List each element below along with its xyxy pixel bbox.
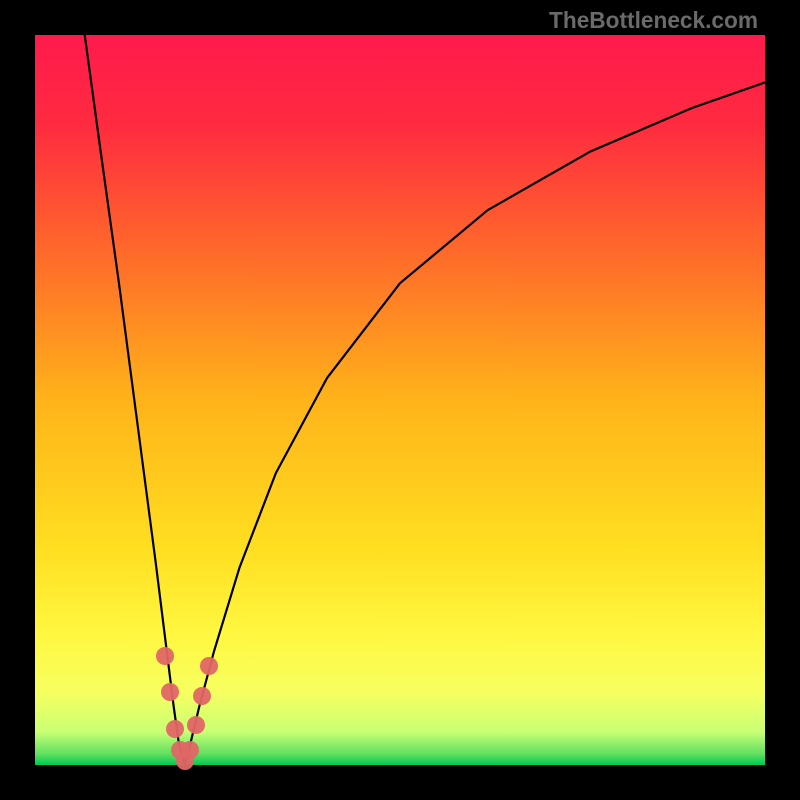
bottleneck-curve <box>82 13 765 765</box>
curve-marker <box>193 687 211 705</box>
curve-marker <box>187 716 205 734</box>
curve-marker <box>181 741 199 759</box>
curve-marker <box>161 683 179 701</box>
chart-frame: TheBottleneck.com <box>0 0 800 800</box>
curve-marker <box>200 657 218 675</box>
curve-layer <box>35 35 765 765</box>
watermark-text: TheBottleneck.com <box>549 7 758 34</box>
plot-area <box>35 35 765 765</box>
curve-marker <box>156 647 174 665</box>
curve-marker <box>166 720 184 738</box>
